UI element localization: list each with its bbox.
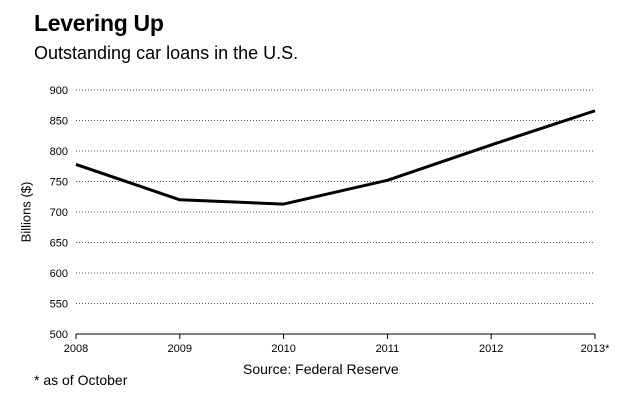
footnote: * as of October [34, 372, 128, 388]
chart-title: Levering Up [34, 10, 164, 36]
y-tick-label: 600 [50, 268, 68, 280]
y-tick-label: 700 [50, 207, 68, 219]
y-tick-label: 750 [50, 177, 68, 189]
chart-subtitle: Outstanding car loans in the U.S. [34, 43, 299, 63]
y-tick-label: 850 [50, 116, 68, 128]
x-tick-label: 2013* [581, 343, 610, 355]
y-tick-label: 550 [50, 299, 68, 311]
source-note: Source: Federal Reserve [243, 361, 399, 377]
y-axis-label: Billions ($) [18, 181, 34, 243]
x-tick-label: 2009 [168, 343, 192, 355]
series-line [75, 109, 596, 206]
x-tick-label: 2012 [479, 343, 503, 355]
x-tick-label: 2008 [64, 343, 88, 355]
y-tick-label: 900 [50, 85, 68, 97]
y-tick-label: 650 [50, 238, 68, 250]
x-tick-label: 2010 [271, 343, 295, 355]
y-tick-label: 500 [50, 329, 68, 341]
y-tick-label: 800 [50, 146, 68, 158]
x-tick-label: 2011 [376, 343, 400, 355]
